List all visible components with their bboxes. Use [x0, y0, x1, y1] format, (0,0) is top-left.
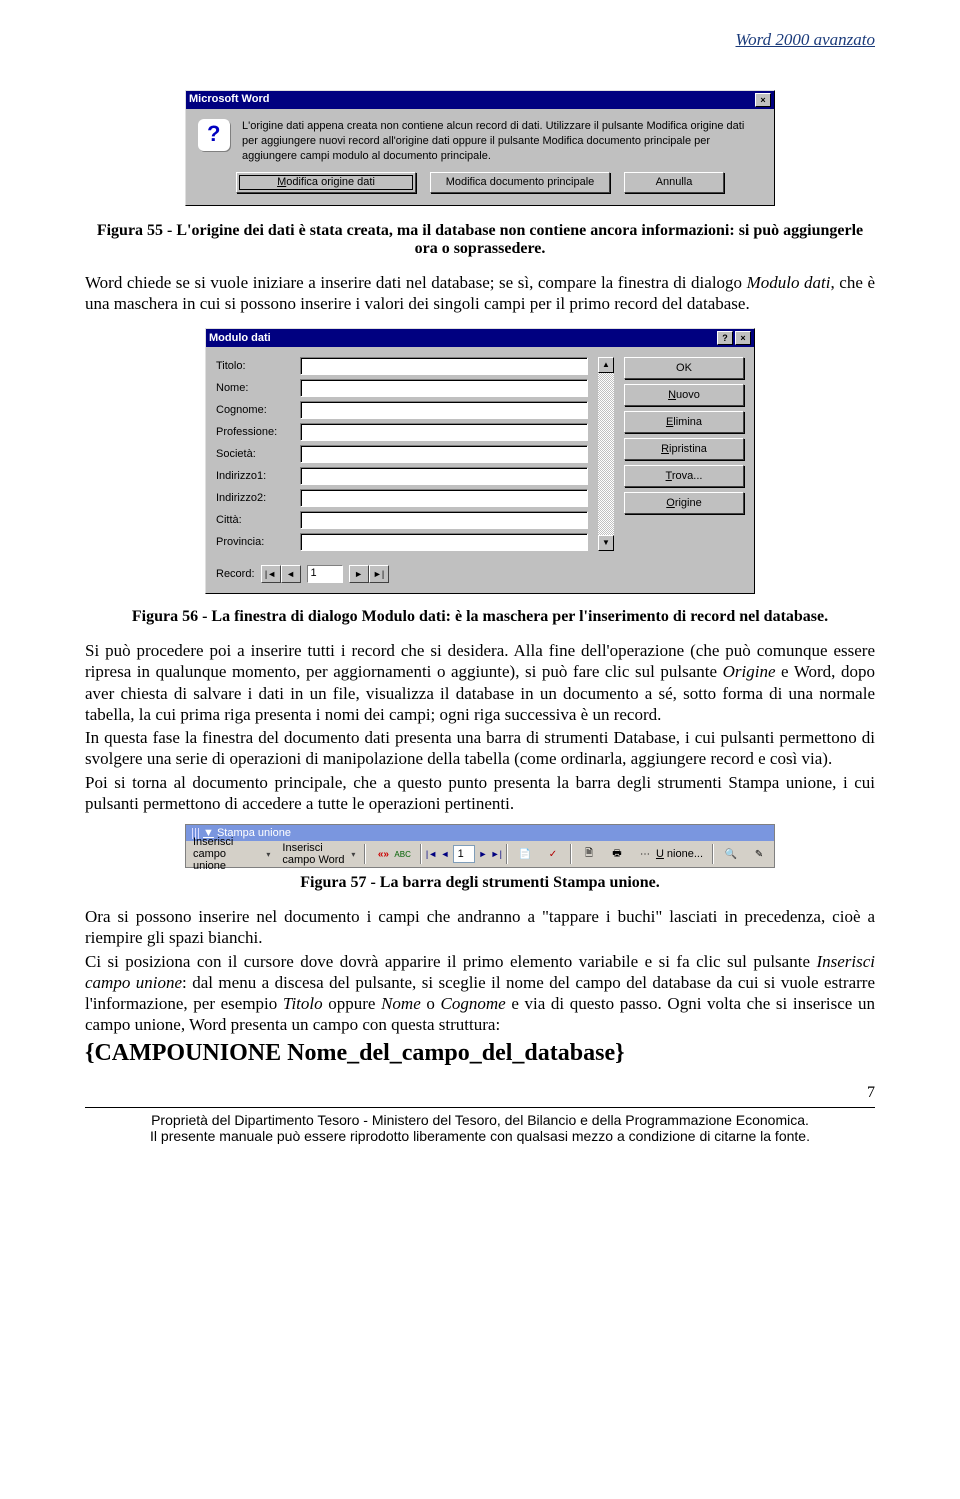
find-record-icon[interactable]: 🔍 — [718, 843, 744, 865]
mail-merge-helper-icon[interactable]: 📄 — [512, 843, 538, 865]
insert-word-field-button[interactable]: Inserisci campo Word — [277, 843, 360, 865]
field-input-professione[interactable] — [300, 423, 588, 441]
field-input-provincia[interactable] — [300, 533, 588, 551]
scroll-down-icon[interactable]: ▼ — [598, 535, 614, 551]
caption-55: Figura 55 - L'origine dei dati è stata c… — [85, 222, 875, 258]
paragraph-4: Poi si torna al documento principale, ch… — [85, 772, 875, 815]
merge-to-doc-icon[interactable]: 🗎 — [576, 843, 602, 865]
ripristina-button[interactable]: Ripristina — [624, 438, 744, 460]
caption-57: Figura 57 - La barra degli strumenti Sta… — [85, 874, 875, 892]
record-number-input[interactable]: 1 — [307, 565, 343, 583]
field-input-indirizzo1[interactable] — [300, 467, 588, 485]
last-record-button[interactable]: ►| — [491, 844, 502, 864]
merge-dialog-button[interactable]: ⋯Unione... — [632, 843, 708, 865]
next-record-button[interactable]: ► — [477, 844, 488, 864]
field-row: Cognome: — [216, 401, 588, 419]
field-label: Nome: — [216, 382, 296, 395]
field-row: Professione: — [216, 423, 588, 441]
trova-button[interactable]: Trova... — [624, 465, 744, 487]
nuovo-button[interactable]: Nuovo — [624, 384, 744, 406]
modify-doc-button[interactable]: Modifica documento principale — [430, 172, 610, 193]
field-input-indirizzo2[interactable] — [300, 489, 588, 507]
merge-to-print-icon[interactable]: 🖶 — [604, 843, 630, 865]
field-input-nome[interactable] — [300, 379, 588, 397]
field-input-citta[interactable] — [300, 511, 588, 529]
field-label: Titolo: — [216, 360, 296, 373]
footer-line-1: Proprietà del Dipartimento Tesoro - Mini… — [85, 1112, 875, 1128]
record-label: Record: — [216, 568, 255, 581]
close-icon[interactable]: × — [735, 331, 751, 345]
field-label: Società: — [216, 448, 296, 461]
page-number: 7 — [867, 1084, 875, 1102]
field-row: Società: — [216, 445, 588, 463]
paragraph-3: In questa fase la finestra del documento… — [85, 727, 875, 770]
last-record-button[interactable]: ►| — [369, 565, 389, 583]
field-label: Provincia: — [216, 536, 296, 549]
close-icon[interactable]: × — [755, 93, 771, 107]
page-footer: 7 Proprietà del Dipartimento Tesoro - Mi… — [85, 1107, 875, 1144]
help-icon[interactable]: ? — [717, 331, 733, 345]
paragraph-2: Si può procedere poi a inserire tutti i … — [85, 640, 875, 725]
field-row: Nome: — [216, 379, 588, 397]
record-navigator: Record: |◄ ◄ 1 ► ►| — [206, 561, 754, 593]
field-input-cognome[interactable] — [300, 401, 588, 419]
prev-record-button[interactable]: ◄ — [281, 565, 301, 583]
record-number-input[interactable]: 1 — [453, 845, 476, 863]
field-row: Titolo: — [216, 357, 588, 375]
paragraph-1: Word chiede se si vuole iniziare a inser… — [85, 272, 875, 315]
field-input-societa[interactable] — [300, 445, 588, 463]
field-label: Città: — [216, 514, 296, 527]
first-record-button[interactable]: |◄ — [261, 565, 281, 583]
dialog-action-buttons: OK Nuovo Elimina Ripristina Trova... Ori… — [624, 357, 744, 551]
first-record-button[interactable]: |◄ — [426, 844, 437, 864]
cancel-button[interactable]: Annulla — [624, 172, 724, 193]
toolbar-title: ▼ Stampa unione — [186, 825, 774, 841]
ok-button[interactable]: OK — [624, 357, 744, 379]
toolbar-stampa-unione: ▼ Stampa unione Inserisci campo unione I… — [185, 824, 775, 868]
dialog-titlebar: Modulo dati ? × — [206, 329, 754, 347]
next-record-button[interactable]: ► — [349, 565, 369, 583]
modify-data-button[interactable]: Modifica origine dati — [236, 172, 416, 193]
view-merged-icon[interactable]: «»ABC — [370, 843, 415, 865]
scroll-up-icon[interactable]: ▲ — [598, 357, 614, 373]
footer-line-2: Il presente manuale può essere riprodott… — [85, 1128, 875, 1144]
merge-field-example: {CAMPOUNIONE Nome_del_campo_del_database… — [85, 1040, 875, 1067]
dialog-title: Microsoft Word — [189, 93, 753, 106]
dialog-titlebar: Microsoft Word × — [186, 91, 774, 109]
paragraph-6: Ci si posiziona con il cursore dove dovr… — [85, 951, 875, 1036]
dialog-message: L'origine dati appena creata non contien… — [242, 119, 762, 164]
form-scrollbar[interactable]: ▲ ▼ — [598, 357, 614, 551]
field-label: Cognome: — [216, 404, 296, 417]
insert-merge-field-button[interactable]: Inserisci campo unione — [188, 843, 275, 865]
field-input-titolo[interactable] — [300, 357, 588, 375]
field-label: Professione: — [216, 426, 296, 439]
prev-record-button[interactable]: ◄ — [439, 844, 450, 864]
dialog-title: Modulo dati — [209, 332, 715, 345]
check-errors-icon[interactable]: ✓ — [540, 843, 566, 865]
origine-button[interactable]: Origine — [624, 492, 744, 514]
question-icon — [198, 119, 230, 151]
field-row: Città: — [216, 511, 588, 529]
running-header: Word 2000 avanzato — [85, 30, 875, 50]
edit-data-source-icon[interactable]: ✎ — [746, 843, 772, 865]
field-label: Indirizzo1: — [216, 470, 296, 483]
elimina-button[interactable]: Elimina — [624, 411, 744, 433]
form-fields: Titolo: Nome: Cognome: Professione: Soci… — [216, 357, 588, 551]
field-row: Indirizzo1: — [216, 467, 588, 485]
field-row: Indirizzo2: — [216, 489, 588, 507]
field-label: Indirizzo2: — [216, 492, 296, 505]
dialog-word-alert: Microsoft Word × L'origine dati appena c… — [185, 90, 775, 206]
field-row: Provincia: — [216, 533, 588, 551]
dialog-modulo-dati: Modulo dati ? × Titolo: Nome: Cognome: P… — [205, 328, 755, 594]
caption-56: Figura 56 - La finestra di dialogo Modul… — [85, 608, 875, 626]
paragraph-5: Ora si possono inserire nel documento i … — [85, 906, 875, 949]
